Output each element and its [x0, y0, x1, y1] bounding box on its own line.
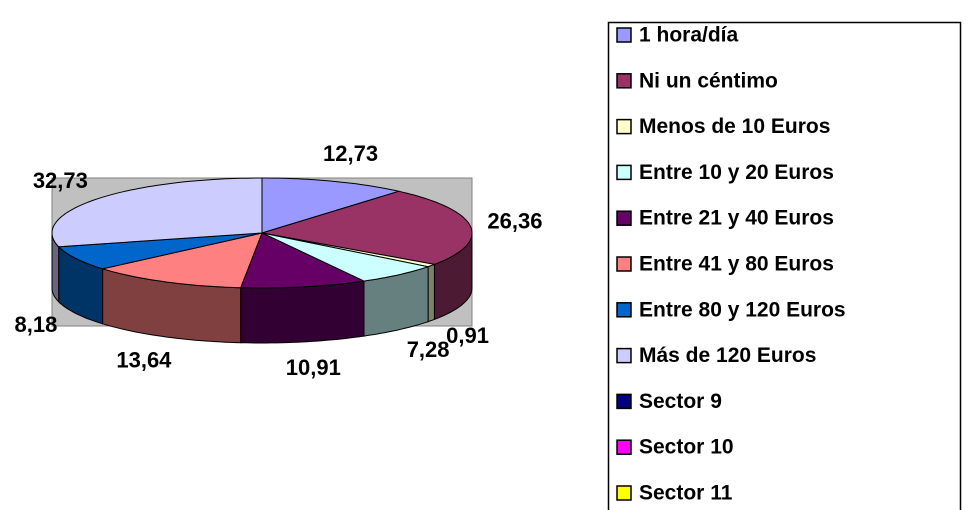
data-label: 32,73 — [33, 168, 88, 193]
legend-swatch — [616, 27, 632, 43]
slice — [51, 177, 263, 248]
legend-box — [607, 21, 962, 510]
legend-swatch — [616, 393, 632, 410]
data-label: 10,91 — [286, 355, 341, 380]
legend-label: Sector 9 — [639, 390, 722, 413]
data-label: 7,28 — [407, 337, 450, 362]
legend-label: Sector 10 — [639, 436, 734, 459]
legend-swatch — [616, 118, 632, 135]
legend-label: Sector 11 — [639, 482, 733, 505]
legend-swatch — [616, 73, 632, 89]
legend-label: Entre 21 y 40 Euros — [639, 207, 834, 230]
data-label: 13,64 — [116, 347, 172, 372]
legend-swatch — [616, 302, 632, 318]
slice — [261, 232, 431, 282]
legend-label: Ni un céntimo — [639, 69, 778, 92]
legend-swatch — [616, 347, 632, 364]
slice — [261, 190, 473, 265]
slice — [57, 232, 263, 270]
data-label: 8,18 — [15, 312, 58, 337]
legend-swatch — [616, 439, 632, 455]
slice — [261, 177, 401, 234]
legend-label: Entre 41 y 80 Euros — [639, 253, 834, 276]
legend-label: Menos de 10 Euros — [639, 115, 830, 138]
data-label: 0,91 — [446, 323, 489, 348]
legend-label: Entre 10 y 20 Euros — [639, 161, 834, 184]
slice — [239, 232, 366, 289]
legend-label: Más de 120 Euros — [639, 344, 816, 367]
slice — [100, 232, 263, 289]
slice-side — [427, 263, 435, 323]
data-label: 26,36 — [487, 208, 542, 233]
legend-swatch — [616, 164, 632, 181]
legend-label: 1 hora/día — [639, 24, 739, 47]
legend-swatch — [616, 485, 632, 501]
slice-side — [240, 280, 365, 344]
legend-label: Entre 80 y 120 Euros — [639, 298, 846, 321]
data-label: 12,73 — [323, 141, 378, 166]
legend-swatch — [616, 210, 632, 226]
legend-swatch — [616, 256, 632, 272]
